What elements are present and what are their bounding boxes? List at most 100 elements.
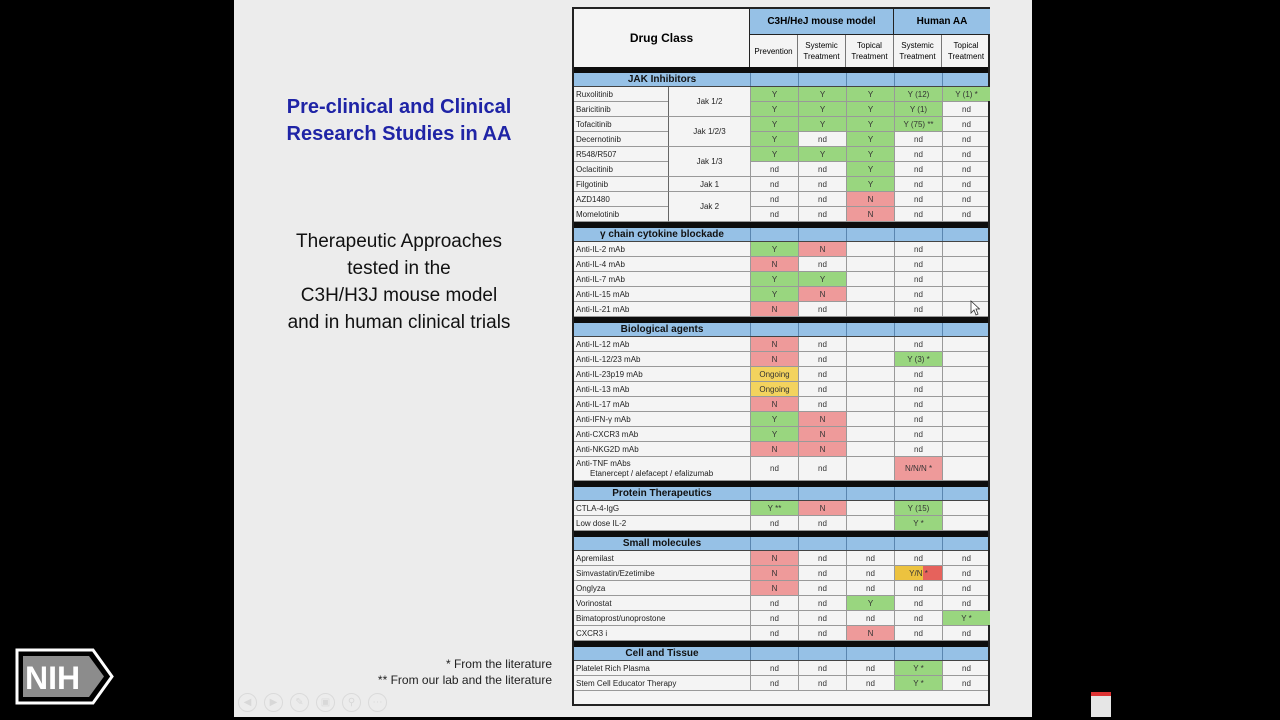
cell-prevention: Ongoing xyxy=(750,382,798,396)
cell-human-systemic: Y * xyxy=(894,516,942,530)
cell-human-topical xyxy=(942,287,990,301)
cell-prevention: N xyxy=(750,257,798,271)
drug-name: AZD1480 xyxy=(576,194,610,204)
cell-human-topical: Y (1) * xyxy=(942,87,990,101)
cell-human-topical: nd xyxy=(942,676,990,690)
cell-mouse-topical xyxy=(846,257,894,271)
section-title: γ chain cytokine blockade xyxy=(600,229,724,240)
drug-name-line: Anti-TNF mAbs xyxy=(576,458,631,468)
section-header-cell xyxy=(942,323,990,336)
cell-mouse-systemic: nd xyxy=(798,207,846,221)
drug-name: Anti-IL-23p19 mAb xyxy=(576,369,643,379)
cell-human-topical: nd xyxy=(942,162,990,176)
drug-name: R548/R507 xyxy=(576,149,617,159)
cell-human-systemic: Y/N * xyxy=(894,566,942,580)
section-header-cell xyxy=(798,228,846,241)
cell-mouse-topical xyxy=(846,397,894,411)
cell-prevention: N xyxy=(750,397,798,411)
nih-logo-text: NIH xyxy=(25,660,80,696)
next-slide-icon[interactable]: ▶ xyxy=(264,693,283,712)
cell-human-systemic: nd xyxy=(894,242,942,256)
table-row: Tofacitinib Y Y Y Y (75) ** nd xyxy=(574,117,988,132)
cell-prevention: nd xyxy=(750,207,798,221)
cell-prevention: N xyxy=(750,337,798,351)
section-header-cell xyxy=(894,537,942,550)
drug-name: Baricitinib xyxy=(576,104,611,114)
cell-human-topical xyxy=(942,302,990,316)
cell-human-topical: nd xyxy=(942,551,990,565)
section-header-cell xyxy=(942,537,990,550)
cell-human-topical xyxy=(942,412,990,426)
drug-name: Simvastatin/Ezetimibe xyxy=(576,568,655,578)
cell-human-systemic: nd xyxy=(894,207,942,221)
cell-prevention: Y xyxy=(750,87,798,101)
cell-mouse-systemic: nd xyxy=(798,516,846,530)
cell-human-systemic: nd xyxy=(894,272,942,286)
section-header-cell xyxy=(750,537,798,550)
cell-mouse-topical: nd xyxy=(846,566,894,580)
cell-human-topical xyxy=(942,457,990,480)
section-header-cell xyxy=(846,647,894,660)
cell-prevention: Y xyxy=(750,287,798,301)
cell-prevention: nd xyxy=(750,162,798,176)
pen-icon[interactable]: ✎ xyxy=(290,693,309,712)
drug-name: Anti-IL-12/23 mAb xyxy=(576,354,641,364)
cell-human-systemic: nd xyxy=(894,581,942,595)
cell-human-topical: nd xyxy=(942,626,990,640)
cell-mouse-topical: Y xyxy=(846,87,894,101)
section-header-cell xyxy=(942,228,990,241)
cell-human-systemic: nd xyxy=(894,397,942,411)
drug-name-detail: Etanercept / alefacept / efalizumab xyxy=(590,468,714,478)
cell-prevention: nd xyxy=(750,676,798,690)
previous-slide-icon[interactable]: ◀ xyxy=(238,693,257,712)
drug-name: Apremilast xyxy=(576,553,614,563)
cell-human-topical xyxy=(942,501,990,515)
cell-mouse-systemic: nd xyxy=(798,581,846,595)
col-header-prevention: Prevention xyxy=(750,35,798,67)
cell-human-topical: nd xyxy=(942,177,990,191)
table-body: JAK Inhibitors Ruxolitinib Y Y Y Y (12) Y (1) … xyxy=(574,67,990,691)
cell-mouse-topical xyxy=(846,457,894,480)
cell-mouse-topical: Y xyxy=(846,162,894,176)
slides-icon[interactable]: ▣ xyxy=(316,693,335,712)
cell-mouse-topical xyxy=(846,501,894,515)
col-header-mouse-topical: Topical Treatment xyxy=(846,35,894,67)
cell-human-topical: nd xyxy=(942,661,990,675)
col-header-mouse-systemic: Systemic Treatment xyxy=(798,35,846,67)
cell-prevention: Y xyxy=(750,132,798,146)
zoom-icon[interactable]: ⚲ xyxy=(342,693,361,712)
slide-title-line: Pre-clinical and Clinical xyxy=(286,96,512,118)
cell-mouse-topical: Y xyxy=(846,177,894,191)
cell-prevention: Y xyxy=(750,272,798,286)
section-header: γ chain cytokine blockade xyxy=(574,222,988,242)
slide-subtitle: Therapeutic Approaches tested in the C3H… xyxy=(260,228,538,336)
drug-name: Oclacitinib xyxy=(576,164,613,174)
cell-mouse-systemic: N xyxy=(798,242,846,256)
cell-prevention: nd xyxy=(750,661,798,675)
cell-mouse-systemic: nd xyxy=(798,337,846,351)
section-header-cell xyxy=(942,487,990,500)
drug-name: Onglyza xyxy=(576,583,606,593)
footnote-our-lab: ** From our lab and the literature xyxy=(377,673,552,687)
cell-human-topical xyxy=(942,367,990,381)
cell-mouse-systemic: nd xyxy=(798,397,846,411)
cell-mouse-topical xyxy=(846,302,894,316)
cell-human-systemic: nd xyxy=(894,302,942,316)
cell-human-systemic: nd xyxy=(894,442,942,456)
cell-prevention: N xyxy=(750,442,798,456)
cell-mouse-systemic: nd xyxy=(798,162,846,176)
section-header-cell xyxy=(942,647,990,660)
cell-human-topical: nd xyxy=(942,596,990,610)
more-options-icon[interactable]: ⋯ xyxy=(368,693,387,712)
cell-mouse-topical: N xyxy=(846,207,894,221)
cell-human-systemic: Y * xyxy=(894,661,942,675)
subtitle-line: tested in the xyxy=(347,258,451,279)
section-header-cell xyxy=(750,228,798,241)
